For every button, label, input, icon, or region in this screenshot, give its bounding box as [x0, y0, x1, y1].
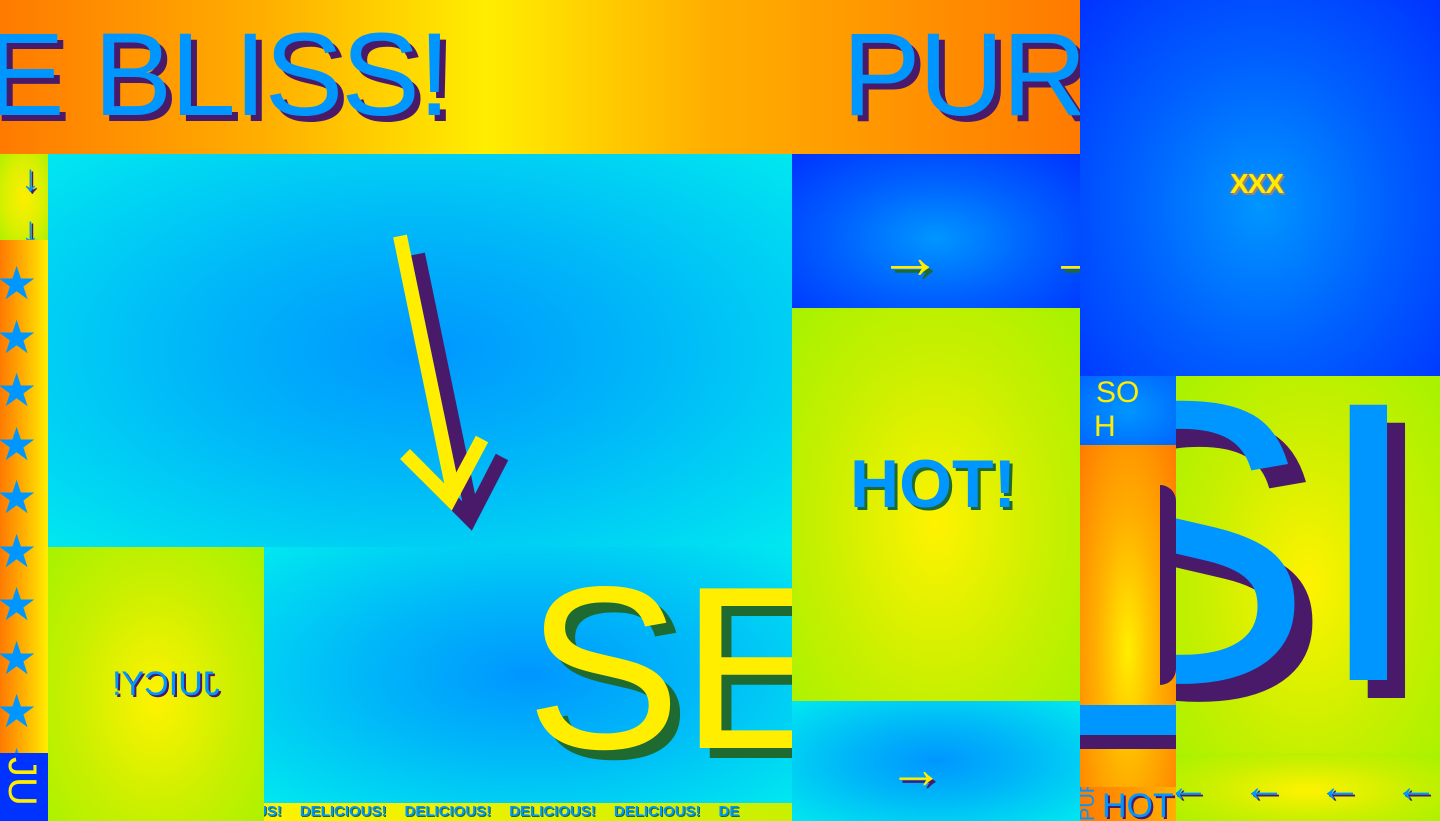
sic-tile: SIC	[1176, 376, 1440, 753]
banner-text-pur: PUR	[842, 9, 1080, 141]
left-arrows-list: ← ← ← ←	[1176, 765, 1440, 809]
partial-glyph-bar	[1080, 705, 1176, 735]
star-icon: ★	[0, 417, 38, 470]
left-arrows-tile: ← ← ← ←	[1176, 753, 1440, 821]
hot-tile: HOT!	[792, 308, 1080, 701]
delicious-text: DELICIOUS!	[509, 803, 596, 820]
center-arrow-tile	[48, 154, 792, 547]
down-arrow-icon: ↓	[21, 158, 40, 200]
partial-glyph-shadow	[1080, 735, 1176, 749]
xxx-tile: XXX	[1080, 0, 1440, 376]
delicious-text: DELICIOUS!	[299, 803, 387, 820]
star-icon: ★	[0, 685, 38, 737]
right-arrow-icon: →	[878, 220, 942, 292]
juicy-tile: JUICY!	[48, 547, 264, 821]
bottom-arrow-tile: →	[792, 701, 1080, 821]
h-text: H	[1094, 410, 1116, 443]
banner-text-bliss: E BLISS!	[0, 9, 451, 141]
delicious-list: US! DELICIOUS! DELICIOUS! DELICIOUS! DELICIO…	[264, 803, 757, 821]
right-arrows-tile: → → →	[792, 154, 1080, 308]
partial-glyph-curve	[1160, 485, 1176, 685]
down-arrow-icon-partial: ↓	[21, 210, 40, 240]
delicious-strip: US! DELICIOUS! DELICIOUS! DELICIOUS! DELICIO…	[264, 803, 792, 821]
sic-text: SIC	[1176, 376, 1440, 753]
so-h-tile: SO H	[1080, 376, 1176, 445]
puf-rotated-text: PUF	[1080, 787, 1099, 821]
left-arrow-icon: ←	[1176, 762, 1210, 811]
star-icon: ★	[0, 742, 37, 754]
left-arrow-icon: ←	[1318, 762, 1362, 811]
star-icon: ★	[0, 524, 38, 577]
left-bottom-tile: JU	[0, 753, 48, 821]
rotated-ju-text: JU	[0, 757, 44, 806]
hot-small-text: HOT	[1102, 787, 1174, 821]
juicy-mirrored-text: JUICY!	[112, 665, 220, 703]
delicious-text: DE	[718, 803, 740, 820]
top-banner: E BLISS! PUR	[0, 0, 1080, 154]
right-arrow-icon: →	[792, 224, 794, 288]
left-arrow-icon: ←	[1242, 762, 1286, 811]
star-icon: ★	[0, 364, 38, 416]
so-text: SO	[1096, 376, 1140, 409]
left-arrow-icon: ←	[1394, 762, 1438, 811]
delicious-text: US!	[264, 803, 282, 820]
delicious-text: DELICIOUS!	[613, 803, 701, 820]
se-tile: SE	[264, 547, 792, 803]
star-icon: ★	[0, 578, 38, 630]
star-icon: ★	[0, 631, 38, 684]
star-icon: ★	[0, 310, 38, 363]
delicious-text: DELICIOUS!	[404, 803, 492, 820]
hot-text: HOT!	[850, 446, 1017, 522]
right-arrow-icon: →	[888, 737, 944, 800]
left-arrow-tile: ↓ ↓	[0, 154, 48, 240]
se-text: SE	[526, 547, 792, 798]
stars-column: ★★★★★★★★★★	[0, 240, 48, 753]
hot-small-tile: PUF HOT	[1080, 787, 1176, 821]
xxx-text: XXX	[1230, 168, 1284, 199]
right-arrow-icon: →	[1048, 220, 1080, 292]
star-icon: ★	[0, 257, 38, 309]
orange-vertical-tile	[1080, 445, 1176, 787]
star-icon: ★	[0, 471, 38, 523]
big-down-arrow-icon	[393, 234, 509, 531]
